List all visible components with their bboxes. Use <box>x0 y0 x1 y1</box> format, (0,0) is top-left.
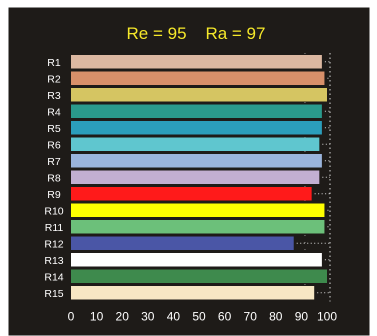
category-label-r14: R14 <box>44 272 63 284</box>
category-label-r5: R5 <box>47 123 61 135</box>
x-tick-label-20: 20 <box>116 310 130 324</box>
category-label-r12: R12 <box>44 239 63 251</box>
category-label-r9: R9 <box>47 189 61 201</box>
bars <box>71 55 330 300</box>
category-label-r11: R11 <box>45 222 64 234</box>
bar-r11 <box>71 220 325 234</box>
category-label-r1: R1 <box>47 57 61 69</box>
category-label-r10: R10 <box>44 206 63 218</box>
bar-r10 <box>71 203 325 217</box>
bar-r5 <box>71 121 322 135</box>
x-tick-label-70: 70 <box>244 310 258 324</box>
category-label-r3: R3 <box>47 90 61 102</box>
bar-r12 <box>71 236 294 250</box>
x-tick-label-0: 0 <box>68 310 75 324</box>
chart-title: Re = 95 Ra = 97 <box>127 24 266 43</box>
x-tick-label-40: 40 <box>167 310 181 324</box>
bar-r9 <box>71 187 312 201</box>
category-label-r15: R15 <box>44 288 63 300</box>
bar-r15 <box>71 286 315 300</box>
bar-r14 <box>71 269 327 283</box>
bar-r13 <box>71 253 322 267</box>
bar-r3 <box>71 88 327 102</box>
x-tick-label-10: 10 <box>90 310 104 324</box>
x-tick-label-80: 80 <box>269 310 283 324</box>
x-tick-labels: 0 10 20 30 40 50 60 70 80 90 100 <box>68 310 338 324</box>
bar-r8 <box>71 170 320 184</box>
category-label-r8: R8 <box>47 173 61 185</box>
bar-r1 <box>71 55 322 69</box>
grid-lines <box>304 53 331 302</box>
bar-r7 <box>71 154 322 168</box>
category-label-r2: R2 <box>47 74 61 86</box>
category-label-r7: R7 <box>47 156 61 168</box>
bar-r6 <box>71 137 320 151</box>
category-label-r4: R4 <box>47 107 61 119</box>
x-tick-label-30: 30 <box>141 310 155 324</box>
x-tick-label-60: 60 <box>218 310 232 324</box>
category-labels: R1 R2 R3 R4 R5 R6 R7 R8 R9 R10 R11 R12 R13 R14 R15 <box>44 57 63 300</box>
category-label-r6: R6 <box>47 140 61 152</box>
category-label-r13: R13 <box>44 255 63 267</box>
x-tick-label-50: 50 <box>192 310 206 324</box>
x-tick-label-100: 100 <box>317 310 337 324</box>
bar-r4 <box>71 104 322 118</box>
bar-r2 <box>71 71 325 85</box>
x-tick-label-90: 90 <box>295 310 309 324</box>
